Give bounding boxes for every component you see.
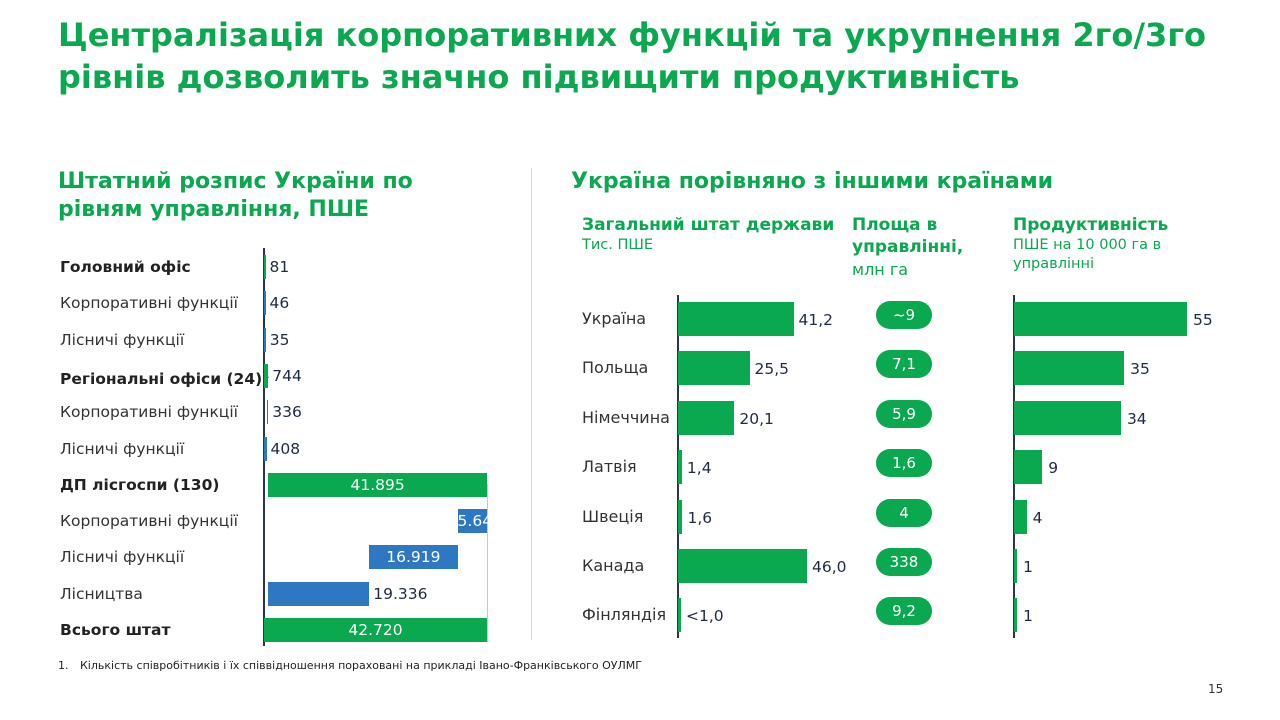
waterfall-row-label: Лісництва	[60, 584, 143, 603]
productivity-value: 1	[1023, 558, 1034, 576]
area-pill: 7,1	[876, 350, 932, 379]
productivity-value: 4	[1032, 508, 1043, 527]
waterfall-value: 81	[269, 258, 290, 276]
productivity-bar	[1014, 499, 1027, 534]
productivity-bar	[1014, 549, 1018, 583]
staff-column-title: Загальний штат держави	[582, 215, 835, 235]
panel-divider	[531, 168, 532, 640]
country-label: Фінляндія	[582, 605, 667, 625]
staff-column-unit: Тис. ПШЕ	[582, 237, 654, 253]
staff-bar	[678, 549, 807, 583]
productivity-value: 55	[1193, 311, 1213, 329]
waterfall-bar	[369, 545, 458, 570]
staff-value: 1,6	[687, 508, 713, 527]
waterfall-bar	[264, 618, 487, 642]
right-chart-title: Україна порівняно з іншими країнами	[571, 169, 1054, 194]
waterfall-right-guide	[487, 484, 488, 642]
footnote-text: Кількість співробітників і їх співвіднош…	[80, 659, 642, 672]
staff-value: 1,4	[686, 459, 712, 478]
country-label: Латвія	[582, 457, 637, 477]
waterfall-row-label: Регіональні офіси (24)1	[60, 366, 269, 389]
country-label: Швеція	[582, 506, 644, 526]
waterfall-value: 744	[272, 366, 302, 385]
waterfall-row-label: Всього штат	[60, 621, 171, 639]
waterfall-bar	[268, 581, 370, 606]
waterfall-row-label: Лісничі функції	[60, 439, 185, 458]
left-chart-title: Штатний розпис України по рівням управлі…	[58, 169, 413, 222]
waterfall-value: 5.640	[457, 512, 502, 531]
footnote-number: 1.	[58, 659, 69, 672]
staff-value: 25,5	[754, 360, 790, 379]
waterfall-row-label: ДП лісгоспи (130)	[60, 475, 220, 494]
area-pill: ~9	[876, 301, 932, 329]
waterfall-value: 46	[269, 294, 290, 313]
productivity-axis	[1013, 295, 1015, 638]
area-pill: 9,2	[876, 597, 932, 626]
staff-value: 41,2	[798, 311, 834, 329]
productivity-column-title: Продуктивність	[1013, 215, 1169, 235]
waterfall-value: 19.336	[373, 584, 428, 603]
productivity-bar	[1014, 302, 1187, 336]
page-title: Централізація корпоративних функцій та у…	[58, 16, 1207, 96]
waterfall-bar	[268, 472, 487, 497]
waterfall-value: 42.720	[348, 621, 403, 639]
area-pill: 1,6	[876, 449, 932, 478]
waterfall-value: 336	[272, 403, 302, 422]
productivity-value: 1	[1023, 607, 1034, 626]
waterfall-bar	[264, 327, 266, 352]
waterfall-value: 16.919	[386, 548, 441, 567]
waterfall-row-label: Лісничі функції	[60, 548, 185, 567]
staff-value: <1,0	[686, 607, 724, 626]
country-label: Канада	[582, 556, 645, 575]
waterfall-bar	[264, 363, 269, 388]
productivity-bar	[1014, 400, 1121, 435]
productivity-value: 34	[1126, 409, 1147, 428]
waterfall-bar	[264, 255, 266, 279]
waterfall-bar	[264, 436, 267, 461]
page-number: 15	[1208, 682, 1224, 696]
staff-bar	[678, 598, 681, 633]
productivity-bar	[1014, 598, 1018, 633]
waterfall-row-label: Корпоративні функції	[60, 512, 238, 531]
area-pill: 338	[876, 548, 932, 576]
staff-bar	[678, 302, 794, 336]
waterfall-row-label: Корпоративні функції	[60, 294, 238, 313]
productivity-value: 9	[1048, 459, 1059, 478]
waterfall-bar	[264, 291, 266, 316]
waterfall-value: 35	[269, 330, 290, 349]
footnote: 1. Кількість співробітників і їх співвідн…	[58, 659, 642, 673]
country-label: Німеччина	[582, 407, 670, 427]
productivity-column-unit: ПШЕ на 10 000 га в управлінні	[1013, 237, 1162, 272]
waterfall-axis	[263, 248, 265, 646]
staff-axis	[677, 295, 679, 638]
waterfall-bar	[266, 400, 269, 425]
area-pill: 4	[876, 498, 932, 527]
staff-bar	[678, 400, 735, 435]
waterfall-bar	[457, 509, 487, 534]
waterfall-row-label: Лісничі функції	[60, 330, 185, 349]
area-column-title: Площа в управлінні,	[852, 215, 964, 257]
staff-bar	[678, 351, 750, 386]
staff-bar	[678, 499, 683, 534]
productivity-value: 35	[1130, 360, 1150, 379]
area-column-unit: млн га	[852, 260, 909, 279]
country-label: Польща	[582, 358, 649, 378]
area-pill: 5,9	[876, 399, 932, 428]
staff-value: 20,1	[739, 409, 774, 428]
waterfall-row-label: Головний офіс	[60, 258, 191, 276]
waterfall-row-label: Корпоративні функції	[60, 403, 238, 422]
staff-value: 46,0	[812, 558, 847, 576]
waterfall-value: 408	[270, 439, 301, 458]
staff-bar	[678, 450, 682, 485]
productivity-bar	[1014, 450, 1043, 485]
productivity-bar	[1014, 351, 1125, 386]
country-label: Україна	[582, 309, 647, 328]
waterfall-value: 41.895	[350, 475, 405, 494]
